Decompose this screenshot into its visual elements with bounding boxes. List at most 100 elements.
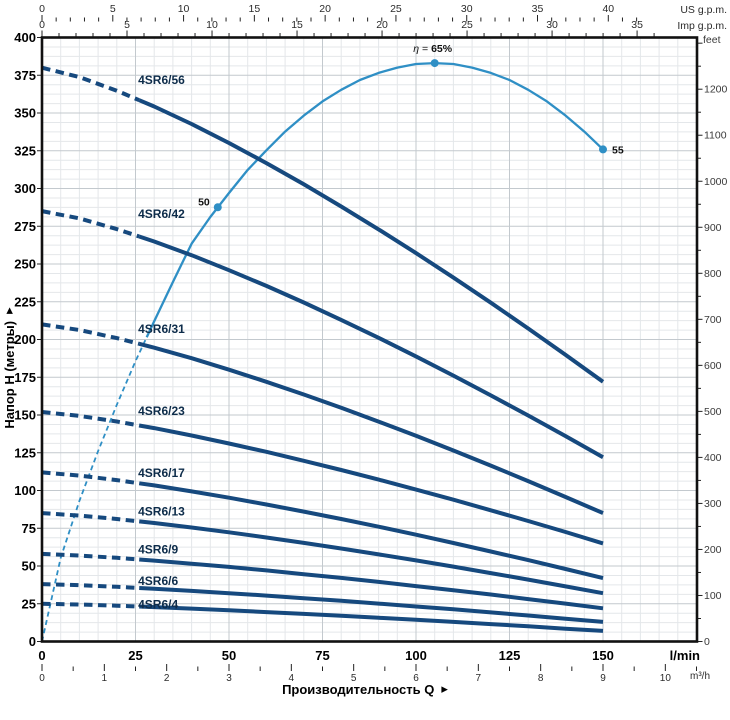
tick-label-imp-gpm: 10 (206, 19, 218, 31)
tick-label-feet: 800 (704, 268, 722, 280)
tick-label-imp-gpm: 15 (291, 19, 303, 31)
efficiency-curve-group (41, 61, 604, 642)
curve-label-4SR6/9: 4SR6/9 (138, 542, 178, 556)
pump-curve-4SR6/17 (138, 481, 604, 581)
x-axis-title: Производительность Q ▸ (282, 681, 448, 697)
tick-label-feet: 700 (704, 314, 722, 326)
tick-label-meters: 50 (22, 559, 36, 574)
tick-label-us-gpm: 10 (178, 3, 190, 15)
pump-curve-dashed-4SR6/17 (41, 470, 140, 486)
tick-label-meters: 275 (14, 219, 36, 234)
pump-curve-4SR6/4 (139, 604, 604, 633)
tick-label-lmin: 100 (405, 648, 427, 663)
tick-label-us-gpm: 20 (319, 3, 331, 15)
tick-label-lmin: 150 (592, 648, 614, 663)
tick-label-m3h: 5 (351, 673, 357, 684)
pump-curve-dashed-4SR6/42 (41, 209, 140, 239)
tick-label-meters: 225 (14, 294, 36, 309)
tick-label-us-gpm: 30 (461, 3, 473, 15)
efficiency-point-label: 50 (198, 196, 210, 208)
tick-label-m3h: 9 (600, 673, 606, 684)
pump-curve-dashed-4SR6/56 (41, 65, 140, 103)
efficiency-curve-solid (145, 61, 604, 338)
tick-label-meters: 400 (14, 30, 36, 45)
tick-label-imp-gpm: 30 (546, 19, 558, 31)
tick-label-us-gpm: 25 (390, 3, 402, 15)
efficiency-point-label: 55 (612, 144, 624, 156)
tick-label-feet: 900 (704, 222, 722, 234)
tick-label-meters: 200 (14, 332, 36, 347)
pump-curve-4SR6/56 (138, 98, 605, 384)
efficiency-point-65% (430, 59, 439, 68)
grid-major (42, 37, 697, 642)
tick-label-lmin: 25 (128, 648, 142, 663)
tick-label-meters: 175 (14, 370, 36, 385)
tick-label-m3h: 6 (413, 673, 419, 684)
tick-label-meters: 25 (22, 596, 36, 611)
tick-label-meters: 125 (14, 445, 36, 460)
curve-label-4SR6/4: 4SR6/4 (138, 598, 178, 612)
tick-label-meters: 100 (14, 483, 36, 498)
y-axis-title: Напор H (метры) ▸ (1, 307, 17, 429)
unit-us-gpm: US g.p.m. (680, 4, 727, 16)
tick-label-feet: 1200 (704, 84, 728, 96)
tick-label-feet: 500 (704, 406, 722, 418)
tick-label-meters: 75 (22, 521, 36, 536)
curve-label-4SR6/17: 4SR6/17 (138, 466, 185, 480)
pump-curve-4SR6/23 (138, 423, 604, 546)
tick-label-us-gpm: 35 (532, 3, 544, 15)
tick-label-feet: 300 (704, 498, 722, 510)
tick-label-lmin: 50 (222, 648, 236, 663)
tick-label-feet: 1100 (704, 130, 727, 142)
tick-label-imp-gpm: 5 (124, 19, 130, 31)
tick-label-imp-gpm: 0 (39, 19, 45, 31)
pump-curve-4SR6/9 (139, 557, 604, 611)
pump-curve-dashed-4SR6/13 (41, 511, 140, 524)
pump-curve-4SR6/6 (139, 586, 604, 624)
tick-label-feet: 100 (704, 590, 722, 602)
tick-label-lmin: 125 (499, 648, 521, 663)
efficiency-point-50 (213, 203, 222, 212)
tick-label-lmin: 75 (315, 648, 329, 663)
curve-label-4SR6/56: 4SR6/56 (138, 73, 185, 87)
unit-m3h: m³/h (690, 671, 710, 682)
pump-curves-group (41, 65, 605, 633)
unit-lmin: l/min (670, 648, 700, 663)
tick-label-meters: 250 (14, 257, 36, 272)
tick-label-meters: 350 (14, 106, 36, 121)
tick-label-imp-gpm: 35 (631, 19, 643, 31)
efficiency-peak-label: η = 65% (413, 43, 452, 55)
pump-curve-dashed-4SR6/4 (41, 601, 140, 609)
tick-label-imp-gpm: 25 (461, 19, 473, 31)
axes-ticks: 0 5 10 15 20 25 30 35 400 5 10 15 20 25 30 350255075100… (14, 3, 727, 684)
efficiency-markers-group: 50 η = 65% 55 (198, 43, 624, 212)
tick-label-feet: 0 (704, 636, 710, 648)
x-axis-title-text: Производительность Q (282, 682, 434, 697)
efficiency-curve-dashed (41, 336, 148, 642)
tick-label-us-gpm: 5 (110, 3, 116, 15)
tick-label-us-gpm: 0 (39, 3, 45, 15)
y-axis-title-text: Напор H (метры) (2, 321, 17, 429)
tick-label-meters: 0 (29, 634, 36, 649)
tick-label-m3h: 0 (39, 673, 45, 684)
tick-label-m3h: 2 (164, 673, 170, 684)
tick-label-imp-gpm: 20 (376, 19, 388, 31)
tick-label-m3h: 8 (538, 673, 544, 684)
unit-feet: feet (703, 34, 721, 46)
unit-imp-gpm: Imp g.p.m. (677, 20, 727, 32)
pump-curve-dashed-4SR6/6 (41, 582, 140, 590)
tick-label-meters: 375 (14, 68, 36, 83)
curve-labels-group: 4SR6/56 4SR6/42 4SR6/31 4SR6/23 4SR6/17 4SR6/… (138, 73, 185, 612)
curve-label-4SR6/6: 4SR6/6 (138, 574, 178, 588)
tick-label-m3h: 1 (102, 673, 108, 684)
x-axis-arrow-icon: ▸ (441, 681, 448, 696)
pump-curve-4SR6/31 (138, 341, 604, 515)
pump-curve-dashed-4SR6/9 (41, 551, 140, 562)
tick-label-feet: 600 (704, 360, 722, 372)
curve-label-4SR6/23: 4SR6/23 (138, 404, 185, 418)
tick-label-meters: 325 (14, 143, 36, 158)
pump-curve-dashed-4SR6/23 (41, 410, 140, 428)
curve-label-4SR6/42: 4SR6/42 (138, 207, 185, 221)
